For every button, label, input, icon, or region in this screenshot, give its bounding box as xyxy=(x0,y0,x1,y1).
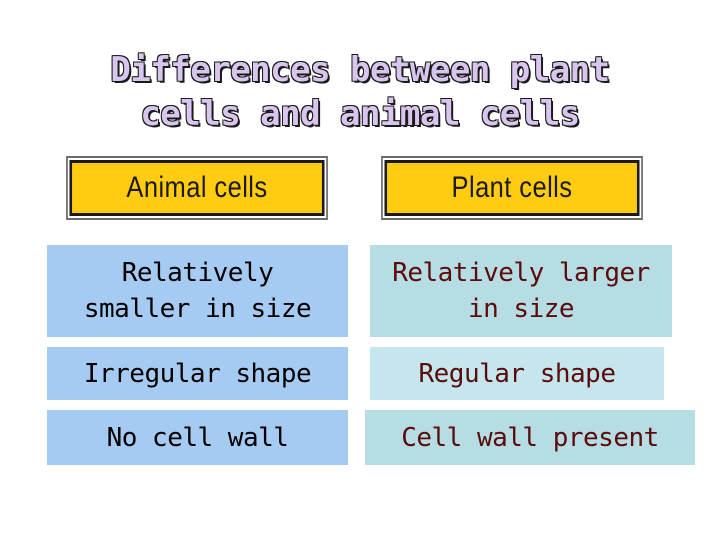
animal-cell-wall: No cell wall xyxy=(47,410,348,465)
plant-cell-size: Relatively larger in size xyxy=(370,245,672,337)
animal-wall-text: No cell wall xyxy=(106,422,289,453)
header-plant-cells: Plant cells xyxy=(384,160,640,216)
plant-size-line-1: Relatively larger xyxy=(392,258,650,288)
plant-cell-shape: Regular shape xyxy=(370,347,664,400)
plant-shape-text: Regular shape xyxy=(418,358,617,389)
title-line-2: cells and animal cells xyxy=(140,94,580,134)
animal-size-line-1: Relatively xyxy=(121,258,274,288)
header-animal-label: Animal cells xyxy=(126,171,268,204)
header-animal-cells: Animal cells xyxy=(69,160,325,216)
animal-cell-size: Relatively smaller in size xyxy=(47,245,348,337)
animal-shape-text: Irregular shape xyxy=(83,358,312,389)
plant-wall-text: Cell wall present xyxy=(401,422,659,453)
slide-title: Differences between plant cells and anim… xyxy=(30,48,690,136)
header-plant-label: Plant cells xyxy=(451,171,573,204)
animal-cell-shape: Irregular shape xyxy=(47,347,348,400)
animal-size-line-2: smaller in size xyxy=(83,294,312,324)
title-line-1: Differences between plant xyxy=(110,50,610,90)
plant-size-line-2: in size xyxy=(467,294,575,324)
plant-cell-wall: Cell wall present xyxy=(365,410,695,465)
